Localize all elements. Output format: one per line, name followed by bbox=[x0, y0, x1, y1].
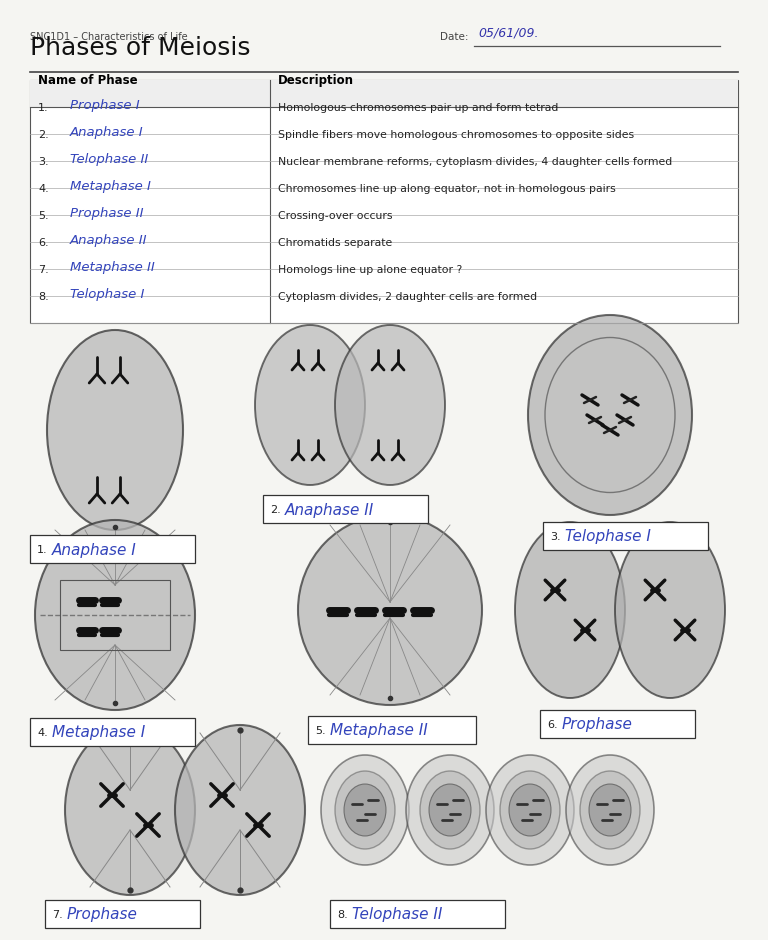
Ellipse shape bbox=[515, 522, 625, 698]
Text: Telophase I: Telophase I bbox=[565, 529, 650, 544]
Text: Date:: Date: bbox=[440, 32, 468, 42]
Text: 5.: 5. bbox=[315, 726, 326, 736]
Text: 3.: 3. bbox=[550, 532, 561, 542]
Ellipse shape bbox=[344, 784, 386, 836]
Bar bbox=[30, 80, 738, 107]
Text: Chromatids separate: Chromatids separate bbox=[278, 238, 392, 248]
Ellipse shape bbox=[298, 515, 482, 705]
Ellipse shape bbox=[35, 520, 195, 710]
FancyBboxPatch shape bbox=[308, 716, 476, 744]
FancyBboxPatch shape bbox=[330, 900, 505, 928]
Ellipse shape bbox=[406, 755, 494, 865]
FancyBboxPatch shape bbox=[540, 710, 695, 738]
Ellipse shape bbox=[65, 725, 195, 895]
Bar bbox=[30, 80, 738, 323]
Text: Telophase II: Telophase II bbox=[352, 907, 442, 922]
Text: 1.: 1. bbox=[38, 103, 48, 113]
Text: Prophase: Prophase bbox=[67, 907, 138, 922]
Text: Telophase I: Telophase I bbox=[70, 288, 144, 301]
Text: Cytoplasm divides, 2 daughter cells are formed: Cytoplasm divides, 2 daughter cells are … bbox=[278, 292, 537, 302]
Text: 4.: 4. bbox=[38, 184, 48, 194]
Text: 05/61/09.: 05/61/09. bbox=[478, 27, 538, 40]
Text: Telophase II: Telophase II bbox=[70, 153, 148, 166]
Ellipse shape bbox=[255, 325, 365, 485]
Ellipse shape bbox=[47, 330, 183, 530]
Text: 8.: 8. bbox=[38, 292, 48, 302]
Text: Name of Phase: Name of Phase bbox=[38, 74, 137, 87]
Text: Homologs line up alone equator ?: Homologs line up alone equator ? bbox=[278, 265, 462, 275]
Ellipse shape bbox=[509, 784, 551, 836]
FancyBboxPatch shape bbox=[45, 900, 200, 928]
FancyBboxPatch shape bbox=[263, 495, 428, 523]
Ellipse shape bbox=[486, 755, 574, 865]
Text: Prophase I: Prophase I bbox=[70, 99, 140, 112]
Ellipse shape bbox=[528, 315, 692, 515]
Text: Description: Description bbox=[278, 74, 354, 87]
Text: 8.: 8. bbox=[337, 910, 348, 920]
Ellipse shape bbox=[335, 771, 395, 849]
Text: 2.: 2. bbox=[270, 505, 281, 515]
Ellipse shape bbox=[420, 771, 480, 849]
Text: Prophase: Prophase bbox=[562, 717, 633, 732]
Text: Crossing-over occurs: Crossing-over occurs bbox=[278, 211, 392, 221]
Ellipse shape bbox=[615, 522, 725, 698]
Text: Anaphase I: Anaphase I bbox=[52, 542, 137, 557]
Bar bbox=[60, 580, 170, 650]
Text: Phases of Meiosis: Phases of Meiosis bbox=[30, 36, 250, 60]
Text: Metaphase II: Metaphase II bbox=[330, 724, 428, 739]
Text: Metaphase I: Metaphase I bbox=[70, 180, 151, 193]
Text: Prophase II: Prophase II bbox=[70, 207, 144, 220]
FancyBboxPatch shape bbox=[30, 535, 195, 563]
Text: 3.: 3. bbox=[38, 157, 48, 167]
Text: Metaphase I: Metaphase I bbox=[52, 726, 145, 741]
Text: 7.: 7. bbox=[38, 265, 48, 275]
Text: 6.: 6. bbox=[38, 238, 48, 248]
Ellipse shape bbox=[580, 771, 640, 849]
FancyBboxPatch shape bbox=[30, 718, 195, 746]
Ellipse shape bbox=[589, 784, 631, 836]
Text: Metaphase II: Metaphase II bbox=[70, 261, 154, 274]
Text: Homologous chromosomes pair up and form tetrad: Homologous chromosomes pair up and form … bbox=[278, 103, 558, 113]
Ellipse shape bbox=[566, 755, 654, 865]
Ellipse shape bbox=[175, 725, 305, 895]
Text: 2.: 2. bbox=[38, 130, 48, 140]
FancyBboxPatch shape bbox=[543, 522, 708, 550]
Text: Nuclear membrane reforms, cytoplasm divides, 4 daughter cells formed: Nuclear membrane reforms, cytoplasm divi… bbox=[278, 157, 672, 167]
Ellipse shape bbox=[500, 771, 560, 849]
Text: SNC1D1 – Characteristics of Life: SNC1D1 – Characteristics of Life bbox=[30, 32, 187, 42]
Text: Anaphase I: Anaphase I bbox=[70, 126, 144, 139]
Text: 4.: 4. bbox=[37, 728, 48, 738]
Text: Spindle fibers move homologous chromosomes to opposite sides: Spindle fibers move homologous chromosom… bbox=[278, 130, 634, 140]
Text: Anaphase II: Anaphase II bbox=[285, 503, 374, 518]
Text: Anaphase II: Anaphase II bbox=[70, 234, 147, 247]
Text: 6.: 6. bbox=[547, 720, 558, 730]
Text: 1.: 1. bbox=[37, 545, 48, 555]
Text: 5.: 5. bbox=[38, 211, 48, 221]
Text: Chromosomes line up along equator, not in homologous pairs: Chromosomes line up along equator, not i… bbox=[278, 184, 616, 194]
Ellipse shape bbox=[321, 755, 409, 865]
Ellipse shape bbox=[335, 325, 445, 485]
Ellipse shape bbox=[429, 784, 471, 836]
Text: 7.: 7. bbox=[52, 910, 63, 920]
